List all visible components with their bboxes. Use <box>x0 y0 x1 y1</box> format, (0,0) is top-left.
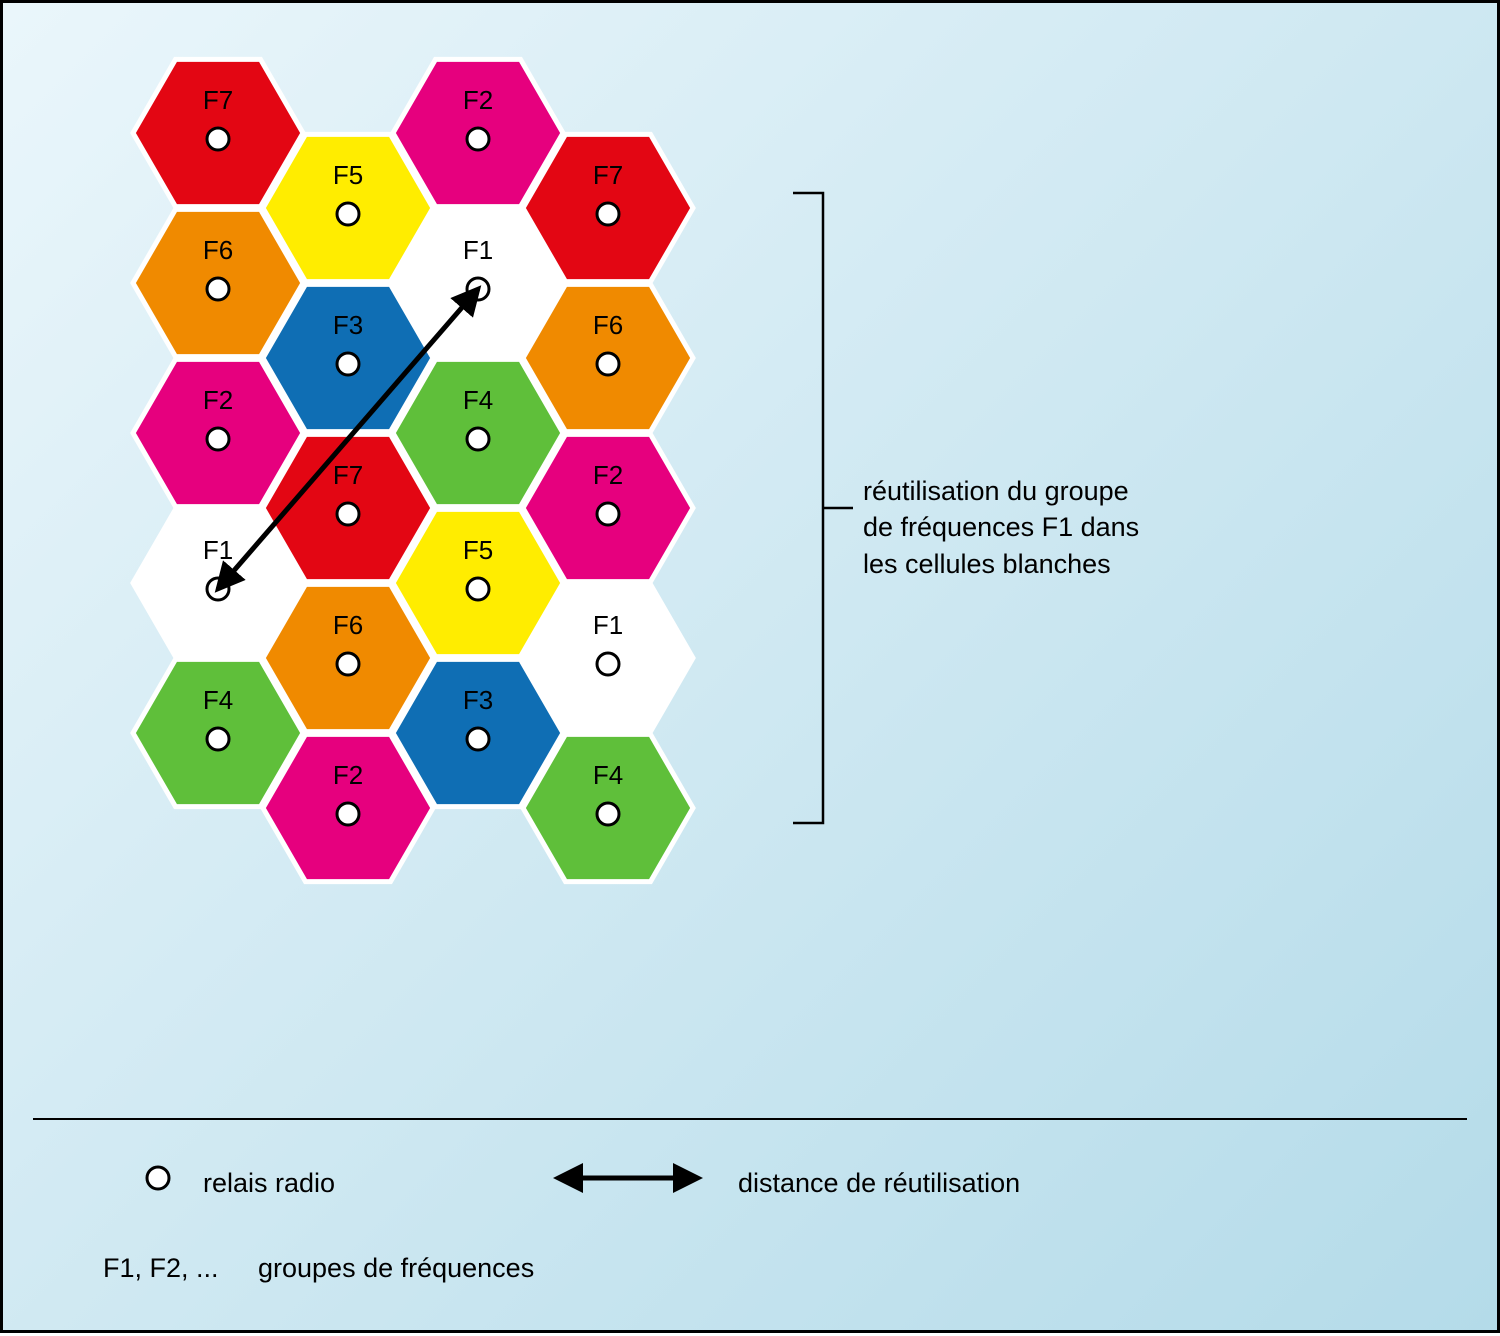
hex-label: F7 <box>333 460 363 490</box>
legend-groups-text: groupes de fréquences <box>258 1253 534 1284</box>
hex-label: F2 <box>333 760 363 790</box>
hex-label: F4 <box>463 385 493 415</box>
relay-dot-icon <box>207 128 229 150</box>
hex-label: F7 <box>593 160 623 190</box>
hex-label: F3 <box>463 685 493 715</box>
hex-label: F1 <box>463 235 493 265</box>
legend-relay-icon <box>147 1167 169 1189</box>
relay-dot-icon <box>597 653 619 675</box>
relay-dot-icon <box>597 503 619 525</box>
hex-label: F5 <box>333 160 363 190</box>
relay-dot-icon <box>597 203 619 225</box>
legend-distance-text: distance de réutilisation <box>738 1168 1020 1199</box>
hex-label: F2 <box>463 85 493 115</box>
relay-dot-icon <box>207 728 229 750</box>
relay-dot-icon <box>467 128 489 150</box>
relay-dot-icon <box>337 203 359 225</box>
hex-label: F1 <box>203 535 233 565</box>
diagram-frame: F7 F2 F5 F7 F6 F1 F3 F6 F2 F4 F7 F2 F1 F5 F6 F1 F4 F3 F2 F4… <box>0 0 1500 1333</box>
relay-dot-icon <box>467 728 489 750</box>
relay-dot-icon <box>467 578 489 600</box>
legend-relay-text: relais radio <box>203 1168 335 1199</box>
hex-label: F6 <box>593 310 623 340</box>
diagram-canvas: F7 F2 F5 F7 F6 F1 F3 F6 F2 F4 F7 F2 F1 F5 F6 F1 F4 F3 F2 F4 <box>3 3 1500 1336</box>
relay-dot-icon <box>337 353 359 375</box>
relay-dot-icon <box>597 803 619 825</box>
hex-label: F7 <box>203 85 233 115</box>
relay-dot-icon <box>207 428 229 450</box>
relay-dot-icon <box>337 653 359 675</box>
bracket-caption: réutilisation du groupede fréquences F1 … <box>863 473 1139 582</box>
relay-dot-icon <box>207 278 229 300</box>
hex-label: F4 <box>203 685 233 715</box>
relay-dot-icon <box>337 503 359 525</box>
relay-dot-icon <box>337 803 359 825</box>
relay-dot-icon <box>467 428 489 450</box>
hex-label: F4 <box>593 760 623 790</box>
hex-label: F1 <box>593 610 623 640</box>
hex-label: F6 <box>203 235 233 265</box>
hex-label: F5 <box>463 535 493 565</box>
hex-label: F6 <box>333 610 363 640</box>
relay-dot-icon <box>597 353 619 375</box>
legend-separator <box>33 1118 1467 1120</box>
hex-label: F2 <box>593 460 623 490</box>
bracket <box>793 193 853 823</box>
legend-groups-prefix: F1, F2, ... <box>103 1253 219 1284</box>
hex-label: F3 <box>333 310 363 340</box>
hex-label: F2 <box>203 385 233 415</box>
